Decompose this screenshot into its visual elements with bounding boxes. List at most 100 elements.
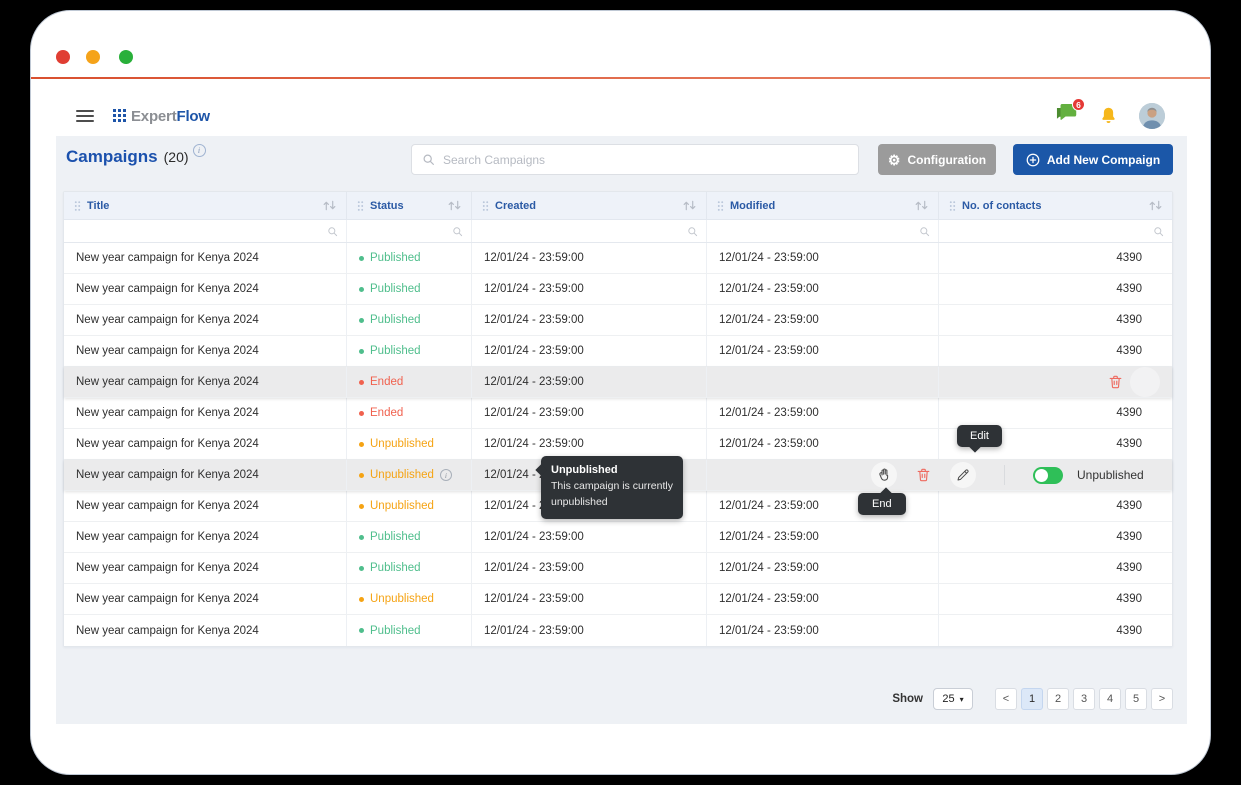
- column-drag-icon[interactable]: [357, 200, 364, 212]
- sort-icon[interactable]: [321, 200, 338, 211]
- table-header-row: Title Status Created Modified No. of contact…: [64, 192, 1172, 220]
- table-row[interactable]: New year campaign for Kenya 2024 Ended 12/…: [64, 367, 1172, 398]
- publish-toggle[interactable]: [1033, 466, 1063, 484]
- prev-page-button[interactable]: <: [995, 688, 1017, 710]
- chat-badge: 6: [1072, 98, 1085, 111]
- table-row[interactable]: New year campaign for Kenya 2024 Ended 12/…: [64, 398, 1172, 429]
- filter-search-icon: [328, 226, 338, 236]
- filter-input-modified[interactable]: [707, 220, 939, 242]
- modified-cell: 12/01/24 - 23:59:00: [707, 398, 939, 428]
- sort-icon[interactable]: [446, 200, 463, 211]
- status-cell: Published: [347, 336, 472, 366]
- status-cell: Unpublished: [347, 491, 472, 521]
- page-button-5[interactable]: 5: [1125, 688, 1147, 710]
- app-window: ExpertFlow 6: [30, 10, 1211, 775]
- sort-icon[interactable]: [681, 200, 698, 211]
- filter-input-status[interactable]: [347, 220, 472, 242]
- table-row[interactable]: New year campaign for Kenya 2024 Publishe…: [64, 274, 1172, 305]
- created-cell: 12/01/24 - 23:59:00: [472, 243, 707, 273]
- column-drag-icon[interactable]: [717, 200, 724, 212]
- table-row[interactable]: New year campaign for Kenya 2024 Publishe…: [64, 522, 1172, 553]
- end-tooltip: End: [858, 487, 906, 515]
- main-content: Campaigns (20) i ⚙ Configuration: [56, 136, 1187, 724]
- table-row[interactable]: New year campaign for Kenya 2024 Publishe…: [64, 243, 1172, 274]
- column-header-title[interactable]: Title: [64, 192, 347, 219]
- sort-icon[interactable]: [1147, 200, 1164, 211]
- status-label: Published: [370, 345, 421, 357]
- end-campaign-button[interactable]: [871, 462, 897, 488]
- status-cell: Published: [347, 243, 472, 273]
- status-label: Published: [370, 252, 421, 264]
- menu-icon[interactable]: [76, 110, 94, 122]
- status-label: Unpublished: [370, 469, 434, 481]
- modified-cell: 12/01/24 - 23:59:00: [707, 336, 939, 366]
- table-row[interactable]: New year campaign for Kenya 2024 Publishe…: [64, 553, 1172, 584]
- delete-campaign-button[interactable]: [1107, 373, 1124, 391]
- column-header-contacts[interactable]: No. of contacts: [939, 192, 1172, 219]
- column-drag-icon[interactable]: [74, 200, 81, 212]
- modified-cell: 12/01/24 - 23:59:00: [707, 305, 939, 335]
- chat-notifications-button[interactable]: 6: [1055, 98, 1085, 129]
- column-header-created[interactable]: Created: [472, 192, 707, 219]
- column-label: Created: [495, 199, 536, 212]
- close-window-button[interactable]: [56, 50, 70, 64]
- status-info-icon[interactable]: i: [439, 469, 452, 481]
- column-header-status[interactable]: Status: [347, 192, 472, 219]
- status-cell: Ended: [347, 367, 472, 397]
- column-header-modified[interactable]: Modified: [707, 192, 939, 219]
- contacts-cell: 4390: [1116, 345, 1142, 357]
- status-label: Ended: [370, 376, 404, 388]
- title-cell: New year campaign for Kenya 2024: [64, 429, 347, 459]
- filter-search-icon: [453, 226, 463, 236]
- sort-icon[interactable]: [913, 200, 930, 211]
- minimize-window-button[interactable]: [86, 50, 100, 64]
- table-row[interactable]: New year campaign for Kenya 2024 Publishe…: [64, 305, 1172, 336]
- modified-cell: [707, 367, 939, 397]
- contacts-cell: 4390: [1116, 283, 1142, 295]
- title-cell: New year campaign for Kenya 2024: [64, 336, 347, 366]
- status-label: Unpublished: [370, 593, 434, 605]
- modified-cell: 12/01/24 - 23:59:00: [707, 274, 939, 304]
- user-avatar[interactable]: [1139, 103, 1165, 129]
- title-cell: New year campaign for Kenya 2024: [64, 398, 347, 428]
- page-button-4[interactable]: 4: [1099, 688, 1121, 710]
- filter-input-created[interactable]: [472, 220, 707, 242]
- next-page-button[interactable]: >: [1151, 688, 1173, 710]
- actions-divider: [1004, 465, 1005, 485]
- status-cell: Unpublished i: [347, 460, 472, 490]
- search-input[interactable]: [443, 152, 848, 167]
- page-info-icon[interactable]: i: [192, 144, 206, 157]
- column-drag-icon[interactable]: [482, 200, 489, 212]
- contacts-cell: 4390: [1116, 531, 1142, 543]
- modified-cell: 12/01/24 - 23:59:00: [707, 615, 939, 646]
- notifications-bell-button[interactable]: [1098, 105, 1119, 127]
- gear-icon: ⚙: [887, 151, 901, 168]
- brand-logo: ExpertFlow: [113, 108, 210, 125]
- filter-input-contacts[interactable]: [939, 220, 1172, 242]
- add-new-campaign-button[interactable]: Add New Compaign: [1013, 144, 1173, 175]
- filter-input-title[interactable]: [64, 220, 347, 242]
- page-button-3[interactable]: 3: [1073, 688, 1095, 710]
- title-cell: New year campaign for Kenya 2024: [64, 243, 347, 273]
- column-label: No. of contacts: [962, 199, 1042, 212]
- zoom-window-button[interactable]: [119, 50, 133, 64]
- contacts-cell: 4390: [1116, 407, 1142, 419]
- contacts-cell: 4390: [1116, 500, 1142, 512]
- column-label: Title: [87, 199, 110, 212]
- created-cell: 12/01/24 - 23:59:00: [472, 522, 707, 552]
- page-button-2[interactable]: 2: [1047, 688, 1069, 710]
- table-row[interactable]: New year campaign for Kenya 2024 Publishe…: [64, 615, 1172, 646]
- filter-search-icon: [688, 226, 698, 236]
- column-drag-icon[interactable]: [949, 200, 956, 212]
- table-row[interactable]: New year campaign for Kenya 2024 Unpublis…: [64, 584, 1172, 615]
- table-row[interactable]: New year campaign for Kenya 2024 Publishe…: [64, 336, 1172, 367]
- contacts-cell: 4390: [1116, 624, 1142, 637]
- edit-campaign-button[interactable]: [950, 462, 976, 488]
- page-button-1[interactable]: 1: [1021, 688, 1043, 710]
- created-cell: 12/01/24 - 23:59:00: [472, 429, 707, 459]
- configuration-button[interactable]: ⚙ Configuration: [878, 144, 996, 175]
- modified-cell: 12/01/24 - 23:59:00: [707, 553, 939, 583]
- contacts-cell: 4390: [1116, 593, 1142, 605]
- delete-campaign-button[interactable]: [915, 466, 932, 484]
- page-size-select[interactable]: 25 ▾: [933, 688, 973, 710]
